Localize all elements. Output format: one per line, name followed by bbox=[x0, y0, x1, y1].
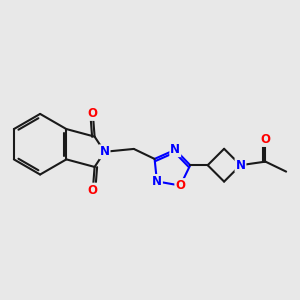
Text: N: N bbox=[100, 145, 110, 158]
Text: O: O bbox=[260, 133, 271, 146]
Text: O: O bbox=[88, 184, 98, 196]
Text: N: N bbox=[236, 159, 245, 172]
Text: N: N bbox=[170, 143, 180, 156]
Text: O: O bbox=[88, 107, 98, 120]
Text: O: O bbox=[175, 179, 185, 192]
Text: N: N bbox=[152, 175, 162, 188]
